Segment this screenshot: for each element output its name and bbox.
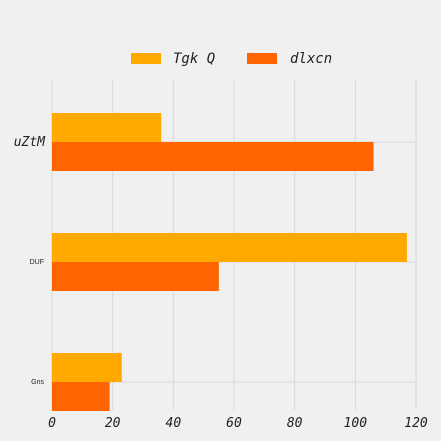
x-tick-label-100: 100 — [344, 416, 368, 431]
legend-label-tgk-q: Tgk Q — [173, 51, 215, 67]
bar-tgk-q-gns — [52, 353, 122, 382]
category-label-uztm: uZtM — [14, 135, 46, 150]
bar-dlxcn-gns — [52, 382, 110, 411]
legend: Tgk Q dlxcn — [131, 51, 332, 67]
bar-tgk-q-uztm — [52, 113, 162, 142]
legend-label-dlxcn: dlxcn — [290, 51, 332, 67]
x-tick-label-20: 20 — [105, 416, 121, 431]
legend-swatch-tgk-q — [131, 53, 161, 64]
category-label-gns: Gns — [31, 379, 44, 386]
bar-dlxcn-uztm — [52, 142, 374, 171]
legend-swatch-dlxcn — [247, 53, 277, 64]
x-tick-label-0: 0 — [48, 416, 56, 431]
bar-tgk-q-duf — [52, 233, 407, 262]
category-label-duf: DUF — [30, 259, 44, 266]
y-axis-categories: uZtM DUF Gns — [14, 135, 46, 386]
x-axis-ticks: 0 20 40 60 80 100 120 — [48, 416, 428, 431]
x-tick-label-40: 40 — [166, 416, 182, 431]
bar-dlxcn-duf — [52, 262, 219, 291]
x-tick-label-120: 120 — [404, 416, 428, 431]
x-tick-label-80: 80 — [287, 416, 303, 431]
bars — [52, 113, 407, 411]
x-tick-label-60: 60 — [226, 416, 242, 431]
